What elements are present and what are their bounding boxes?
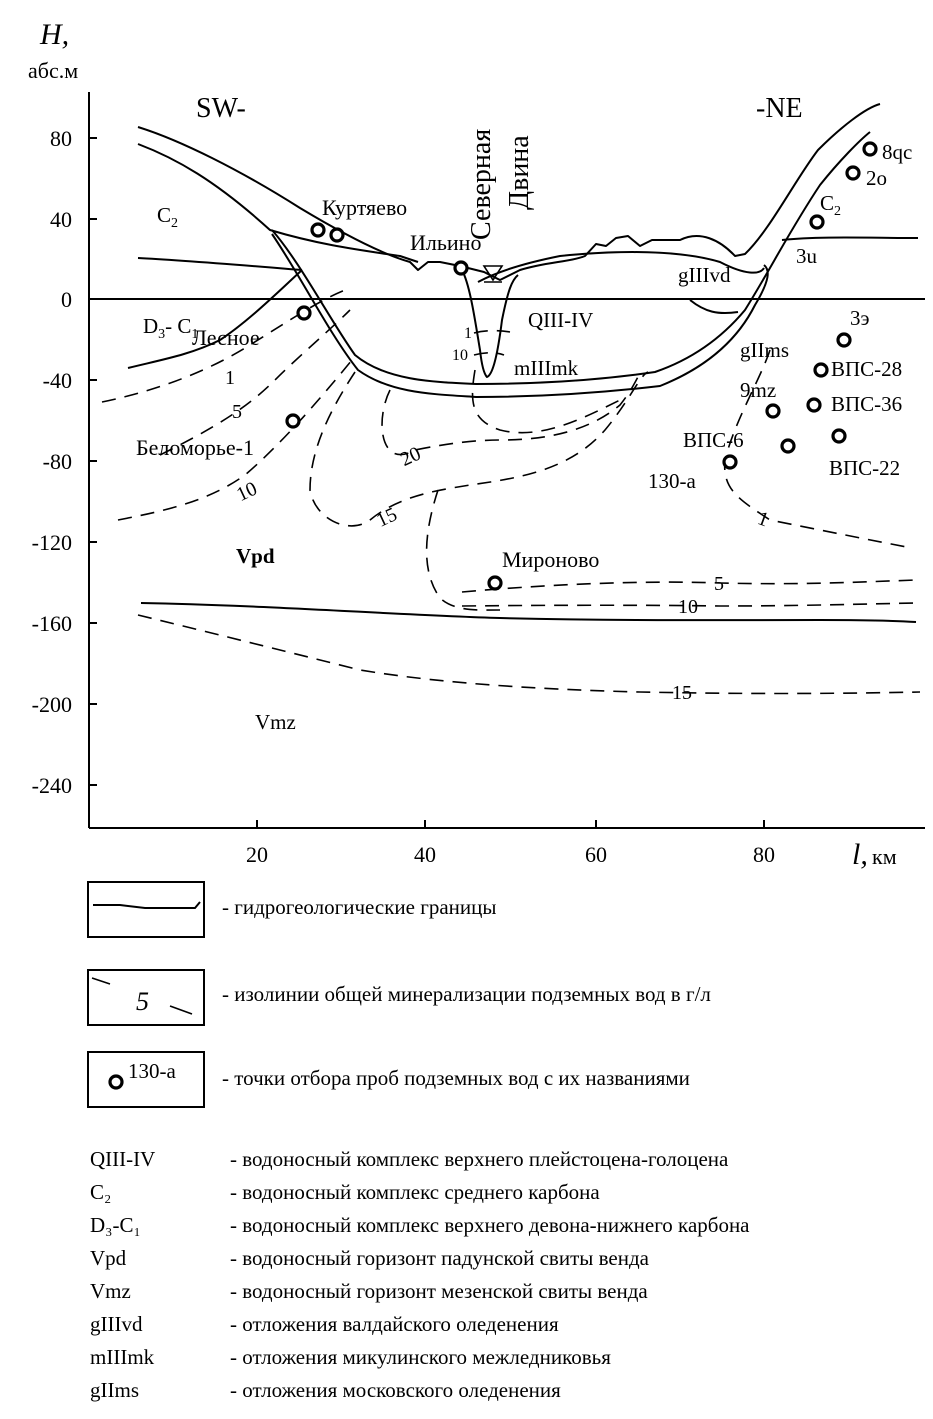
legend-unit-code: gIIIvd xyxy=(90,1312,143,1336)
svg-text:5: 5 xyxy=(232,401,242,423)
x-axis-unit: км xyxy=(872,844,897,869)
svg-text:C2: C2 xyxy=(820,191,841,219)
svg-text:10: 10 xyxy=(678,596,698,618)
river-level-triangle xyxy=(482,265,504,282)
svg-text:2o: 2o xyxy=(866,166,887,190)
legend-unit-code: Vpd xyxy=(90,1246,127,1270)
legend-unit-code: mIIImk xyxy=(90,1345,155,1369)
legend: - гидрогеологические границы 5 - изолини… xyxy=(87,881,750,1402)
y-ticks: 80 40 0 -40 -80 -120 -160 -200 -240 xyxy=(32,126,97,798)
river-name-line1: Северная xyxy=(466,129,497,240)
unit-labels: C2 C2 D3- C1 QIII-IV mIIImk gIIIvd gIIms… xyxy=(143,191,841,734)
svg-text:Vmz: Vmz xyxy=(255,710,296,734)
place-belomorye: Беломорье-1 xyxy=(136,435,254,460)
isoline-labels: 1 5 10 15 20 1 10 1 5 10 15 xyxy=(225,325,772,704)
legend-unit-desc: - водоносный комплекс верхнего девона-ни… xyxy=(230,1213,750,1237)
svg-text:ВПС-36: ВПС-36 xyxy=(831,392,902,416)
svg-text:15: 15 xyxy=(672,682,692,704)
svg-text:ВПС-22: ВПС-22 xyxy=(829,456,900,480)
svg-text:8qc: 8qc xyxy=(882,140,912,164)
y-tick-label: -120 xyxy=(32,530,72,555)
y-axis-title: H, xyxy=(39,18,69,51)
legend-unit-desc: - отложения валдайского оледенения xyxy=(230,1312,559,1336)
svg-text:D3- C1: D3- C1 xyxy=(143,314,198,342)
legend-unit-code: gIIms xyxy=(90,1378,139,1402)
svg-text:mIIImk: mIIImk xyxy=(514,356,579,380)
svg-text:130-a: 130-a xyxy=(648,469,696,493)
legend-unit-code: QIII-IV xyxy=(90,1147,155,1171)
legend-unit-desc: - водоносный комплекс верхнего плейстоце… xyxy=(230,1147,729,1171)
x-tick-label: 80 xyxy=(753,842,775,867)
place-mironovo: Мироново xyxy=(502,547,599,572)
direction-ne: -NE xyxy=(756,93,803,124)
direction-sw: SW- xyxy=(196,93,246,124)
legend-unit-code: D₃-C₁ xyxy=(90,1213,141,1237)
svg-text:10: 10 xyxy=(233,478,260,506)
svg-text:ВПС-6: ВПС-6 xyxy=(683,428,744,452)
svg-text:3э: 3э xyxy=(850,306,870,330)
y-tick-label: 0 xyxy=(61,287,72,312)
place-ilyino: Ильино xyxy=(410,230,481,255)
y-tick-label: 80 xyxy=(50,126,72,151)
sampling-points xyxy=(285,141,878,591)
legend-unit-desc: - отложения московского оледенения xyxy=(230,1378,561,1402)
svg-text:gIIIvd: gIIIvd xyxy=(678,263,731,287)
svg-text:9mz: 9mz xyxy=(740,378,776,402)
svg-text:1: 1 xyxy=(464,325,472,342)
y-tick-label: -40 xyxy=(43,368,72,393)
river-name-line2: Двина xyxy=(504,135,535,210)
legend-isoline-text: - изолинии общей минерализации подземных… xyxy=(222,982,711,1006)
svg-text:1: 1 xyxy=(225,367,235,389)
unit-legend-list: QIII-IV - водоносный комплекс верхнего п… xyxy=(90,1147,750,1402)
x-axis-title: l, xyxy=(852,838,868,871)
svg-text:3u: 3u xyxy=(796,244,818,268)
x-ticks: 20 40 60 80 xyxy=(246,820,775,867)
legend-unit-desc: - водоносный комплекс среднего карбона xyxy=(230,1180,600,1204)
legend-unit-code: Vmz xyxy=(90,1279,131,1303)
x-tick-label: 60 xyxy=(585,842,607,867)
y-tick-label: -80 xyxy=(43,449,72,474)
svg-text:QIII-IV: QIII-IV xyxy=(528,308,593,332)
legend-unit-code: C₂ xyxy=(90,1180,111,1204)
legend-isoline-sample: 5 xyxy=(136,987,149,1016)
legend-point-sample: 130-a xyxy=(128,1059,176,1083)
svg-text:gIIms: gIIms xyxy=(740,338,789,362)
place-kurtyaevo: Куртяево xyxy=(322,195,407,220)
svg-text:10: 10 xyxy=(452,347,468,364)
y-tick-label: -160 xyxy=(32,611,72,636)
place-lesnoe: Лесное xyxy=(192,325,260,350)
svg-text:20: 20 xyxy=(397,443,424,471)
isolines xyxy=(101,289,921,695)
y-tick-label: -200 xyxy=(32,692,72,717)
svg-text:ВПС-28: ВПС-28 xyxy=(831,357,902,381)
y-axis-unit: абс.м xyxy=(28,58,78,83)
boundaries xyxy=(127,103,919,623)
svg-text:5: 5 xyxy=(714,573,724,595)
legend-unit-desc: - водоносный горизонт падунской свиты ве… xyxy=(230,1246,650,1270)
svg-text:15: 15 xyxy=(373,503,400,531)
legend-unit-desc: - отложения микулинского межледниковья xyxy=(230,1345,611,1369)
svg-text:C2: C2 xyxy=(157,203,178,231)
y-tick-label: -240 xyxy=(32,773,72,798)
legend-boundary-text: - гидрогеологические границы xyxy=(222,895,497,919)
well-labels: 8qc 2o 3u 3э ВПС-28 ВПС-36 ВПС-22 ВПС-6 … xyxy=(648,140,912,493)
x-tick-label: 40 xyxy=(414,842,436,867)
svg-text:Vpd: Vpd xyxy=(236,544,275,568)
legend-point-text: - точки отбора проб подземных вод с их н… xyxy=(222,1066,690,1090)
legend-unit-desc: - водоносный горизонт мезенской свиты ве… xyxy=(230,1279,648,1303)
y-tick-label: 40 xyxy=(50,207,72,232)
x-tick-label: 20 xyxy=(246,842,268,867)
